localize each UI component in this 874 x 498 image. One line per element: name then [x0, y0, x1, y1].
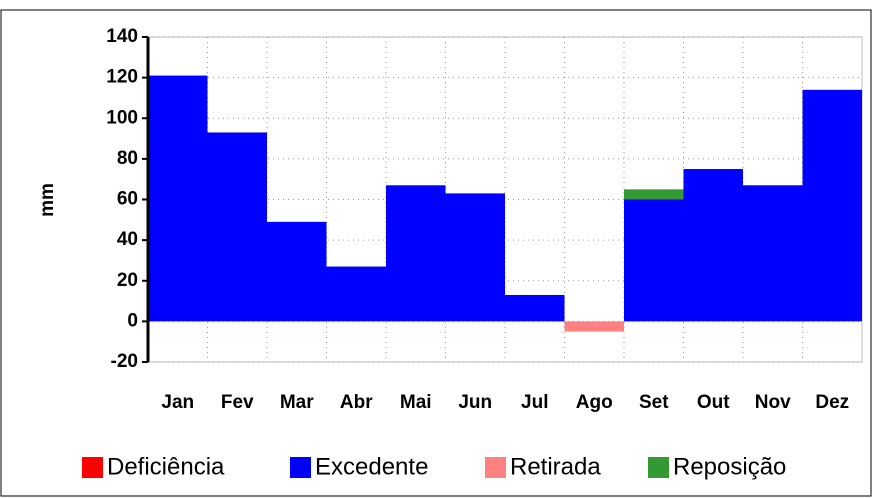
- bar: [624, 199, 684, 322]
- y-tick-label: 20: [117, 270, 138, 291]
- y-tick-label: 120: [106, 67, 138, 88]
- x-tick-label: Mar: [280, 392, 314, 413]
- y-tick-label: 140: [106, 26, 138, 47]
- bar: [743, 185, 803, 322]
- x-tick-label: Ago: [576, 392, 613, 413]
- x-tick-label: Abr: [340, 392, 373, 413]
- bar: [505, 294, 565, 322]
- legend-swatch: [485, 457, 506, 478]
- bar: [802, 89, 862, 322]
- y-tick-label: 60: [117, 189, 138, 210]
- x-tick-label: Nov: [755, 392, 791, 413]
- y-axis-label: mm: [37, 183, 58, 217]
- x-tick-label: Jul: [521, 392, 548, 413]
- legend-label: Retirada: [510, 453, 601, 480]
- bar: [624, 189, 684, 200]
- legend-swatch: [82, 457, 103, 478]
- legend-label: Deficiência: [107, 453, 225, 480]
- bar: [564, 321, 624, 332]
- x-tick-label: Out: [697, 392, 730, 413]
- x-tick-label: Dez: [815, 392, 849, 413]
- y-tick-label: 0: [127, 310, 138, 331]
- bar: [326, 266, 386, 322]
- legend-swatch: [648, 457, 669, 478]
- y-tick-label: 80: [117, 148, 138, 169]
- bar: [386, 185, 446, 322]
- bar: [207, 132, 267, 322]
- x-tick-label: Jun: [458, 392, 492, 413]
- bar: [683, 169, 743, 322]
- bar: [267, 221, 327, 322]
- y-tick-label: -20: [111, 351, 138, 372]
- x-tick-label: Fev: [221, 392, 254, 413]
- x-tick-label: Jan: [161, 392, 194, 413]
- x-tick-label: Mai: [400, 392, 432, 413]
- bar: [148, 75, 208, 322]
- legend-swatch: [290, 457, 311, 478]
- legend-label: Excedente: [315, 453, 428, 480]
- y-tick-label: 40: [117, 229, 138, 250]
- x-tick-label: Set: [639, 392, 669, 413]
- legend-label: Reposição: [673, 453, 786, 480]
- y-tick-label: 100: [106, 107, 138, 128]
- bar: [445, 193, 505, 322]
